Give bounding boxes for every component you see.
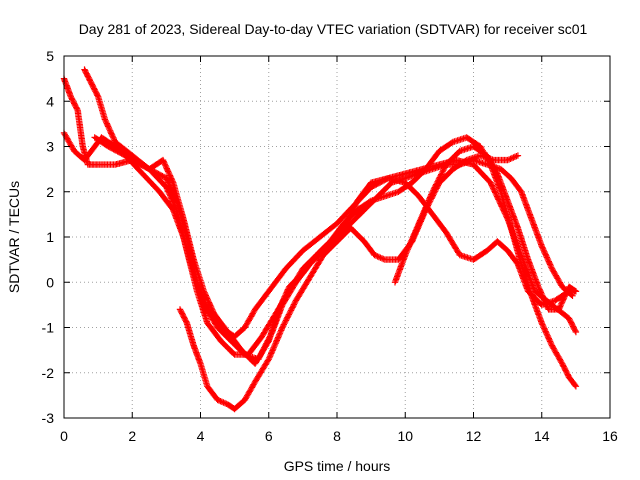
series-4 — [91, 134, 576, 363]
series-1 — [60, 75, 580, 340]
chart-title: Day 281 of 2023, Sidereal Day-to-day VTE… — [79, 21, 588, 37]
y-tick-label: 2 — [46, 184, 54, 200]
y-axis-label: SDTVAR / TECUs — [6, 181, 22, 293]
y-tick-label: 1 — [46, 229, 54, 245]
x-tick-label: 8 — [333, 428, 341, 444]
x-tick-label: 6 — [265, 428, 273, 444]
x-tick-label: 10 — [397, 428, 413, 444]
x-tick-label: 2 — [128, 428, 136, 444]
series-6 — [391, 143, 580, 313]
x-tick-labels: 0 2 4 6 8 10 12 14 16 — [60, 428, 618, 444]
y-tick-label: 3 — [46, 139, 54, 155]
y-tick-label: -1 — [42, 320, 55, 336]
x-tick-label: 14 — [534, 428, 550, 444]
x-axis-label: GPS time / hours — [284, 458, 391, 474]
x-tick-label: 0 — [60, 428, 68, 444]
series-6-markers — [391, 143, 580, 313]
x-tick-label: 4 — [197, 428, 205, 444]
x-tick-label: 12 — [466, 428, 482, 444]
y-tick-label: 4 — [46, 93, 54, 109]
y-tick-label: 5 — [46, 48, 54, 64]
x-tick-label: 16 — [602, 428, 618, 444]
series-1-markers — [60, 75, 580, 340]
y-tick-label: -3 — [42, 410, 55, 426]
data-points — [60, 66, 580, 413]
y-tick-labels: -3 -2 -1 0 1 2 3 4 5 — [42, 48, 55, 426]
y-tick-label: 0 — [46, 274, 54, 290]
series-4-markers — [91, 134, 576, 363]
axis-ticks — [63, 55, 611, 419]
y-tick-label: -2 — [42, 365, 55, 381]
